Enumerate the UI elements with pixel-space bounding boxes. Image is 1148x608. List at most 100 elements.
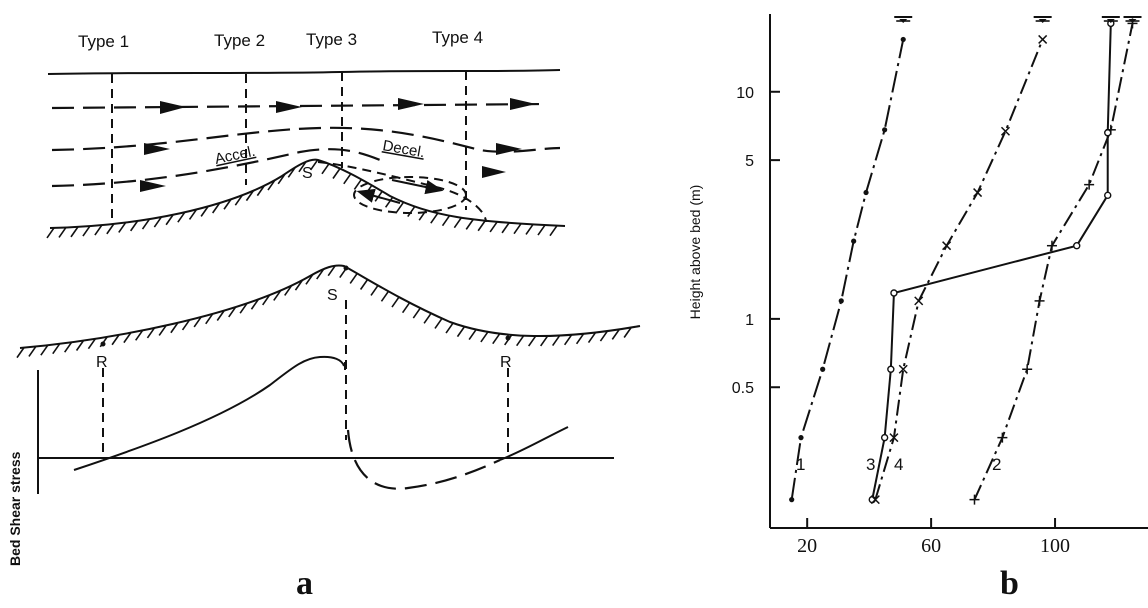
- streamlines: [51, 98, 561, 192]
- hatch-mark: [94, 224, 103, 236]
- hatch-mark: [256, 185, 266, 197]
- water-surface-marker: [894, 16, 913, 23]
- point-series-3: [880, 433, 889, 442]
- hatch-mark: [549, 225, 558, 237]
- point-series-4: [870, 495, 880, 505]
- hatch-mark: [453, 217, 463, 229]
- hatch-mark: [445, 322, 454, 334]
- hatch-mark: [489, 221, 498, 233]
- hatch-mark: [611, 328, 620, 340]
- curve-label-1: 1: [796, 455, 805, 474]
- hatch-mark: [200, 205, 209, 217]
- point-series-4: [898, 364, 908, 374]
- point-series-2: [1046, 240, 1057, 251]
- curve-labels: 1 3 4 2: [796, 455, 1001, 474]
- hatch-mark: [316, 268, 325, 280]
- hatch-mark: [135, 329, 144, 341]
- hatch-mark: [262, 294, 271, 306]
- hatch-mark: [349, 273, 358, 284]
- y-tick-label: 10: [736, 85, 754, 102]
- hatch-mark: [551, 335, 561, 347]
- bedform-upper: [49, 158, 566, 229]
- point-series-2: [969, 494, 980, 505]
- flow-arrow-2: [276, 101, 302, 113]
- shear-curve-positive: [73, 355, 345, 471]
- hatch-mark: [123, 332, 132, 344]
- hatch-mark: [82, 225, 91, 237]
- point-series-3: [1104, 191, 1112, 200]
- y-ticks: 10 5 1 0.5: [732, 85, 780, 397]
- hatch-mark: [423, 312, 432, 324]
- surface-markers: [894, 16, 1142, 23]
- point-series-1: [820, 366, 826, 372]
- hatch-mark: [277, 173, 286, 185]
- hatch-mark: [343, 173, 352, 185]
- hatch-mark: [141, 218, 151, 230]
- hatch-mark: [327, 265, 336, 277]
- profile-line-1: [790, 39, 905, 500]
- curve-label-3: 3: [866, 455, 875, 474]
- hatch-mark: [16, 347, 25, 359]
- hatch-mark: [516, 335, 525, 347]
- hatch-mark: [118, 222, 127, 233]
- shear-axis-label: Bed Shear stress: [7, 451, 23, 566]
- hatch-mark: [401, 302, 411, 314]
- flow-arrow-8: [482, 166, 506, 178]
- point-series-1: [838, 298, 844, 304]
- hatch-mark: [380, 290, 390, 302]
- hatch-mark: [305, 273, 314, 285]
- hatch-mark: [492, 333, 501, 345]
- hatch-mark: [193, 316, 202, 328]
- hatch-mark: [418, 209, 427, 221]
- eddy-outer: [317, 161, 487, 223]
- hatch-mark: [359, 279, 369, 290]
- hatch-mark: [430, 212, 439, 224]
- hatch-mark: [540, 335, 549, 347]
- point-series-1: [798, 435, 804, 441]
- point-series-2: [997, 432, 1008, 443]
- y-tick-label: 5: [745, 153, 754, 170]
- water-surface-marker: [1033, 16, 1052, 23]
- hatch-mark: [456, 326, 466, 338]
- hatch-mark: [64, 341, 73, 353]
- hatch-mark: [599, 330, 609, 342]
- point-series-2: [1034, 295, 1045, 306]
- hatch-mark: [228, 306, 237, 318]
- hatch-mark: [563, 334, 573, 346]
- hatch-mark: [434, 317, 443, 329]
- hatch-mark: [234, 194, 243, 206]
- point-series-2: [1084, 179, 1095, 190]
- streamline-middle: [51, 126, 561, 153]
- hatch-mark: [441, 215, 451, 227]
- hatch-mark: [294, 279, 304, 291]
- hatch-mark: [374, 190, 383, 202]
- point-series-2: [1022, 364, 1033, 375]
- x-tick-label: 20: [797, 535, 817, 557]
- hatch-mark: [480, 331, 489, 343]
- eddy-arrow-forward: [391, 179, 444, 195]
- accel-label: Accel.: [213, 143, 257, 168]
- hatch-mark: [370, 284, 379, 296]
- hatch-mark: [525, 223, 534, 235]
- point-series-3: [887, 365, 895, 373]
- hatch-mark: [146, 327, 156, 339]
- hatch-mark: [177, 211, 186, 223]
- reattach-point-left: [100, 341, 106, 347]
- hatch-mark: [477, 220, 486, 232]
- point-series-4: [914, 296, 924, 306]
- streamline-lower: [51, 148, 381, 188]
- hatch-mark: [587, 332, 597, 344]
- separation-point: [343, 265, 349, 271]
- hatch-mark: [623, 327, 632, 338]
- point-series-1: [900, 36, 906, 43]
- point-series-3: [1104, 129, 1112, 137]
- hatch-mark: [287, 166, 296, 178]
- point-series-3: [890, 289, 898, 297]
- hatch-mark: [267, 179, 276, 191]
- point-series-4: [942, 241, 952, 251]
- water-surface-marker: [1123, 16, 1142, 23]
- point-series-4: [889, 433, 899, 443]
- hatch-mark: [332, 168, 341, 179]
- hatch-mark: [165, 214, 174, 226]
